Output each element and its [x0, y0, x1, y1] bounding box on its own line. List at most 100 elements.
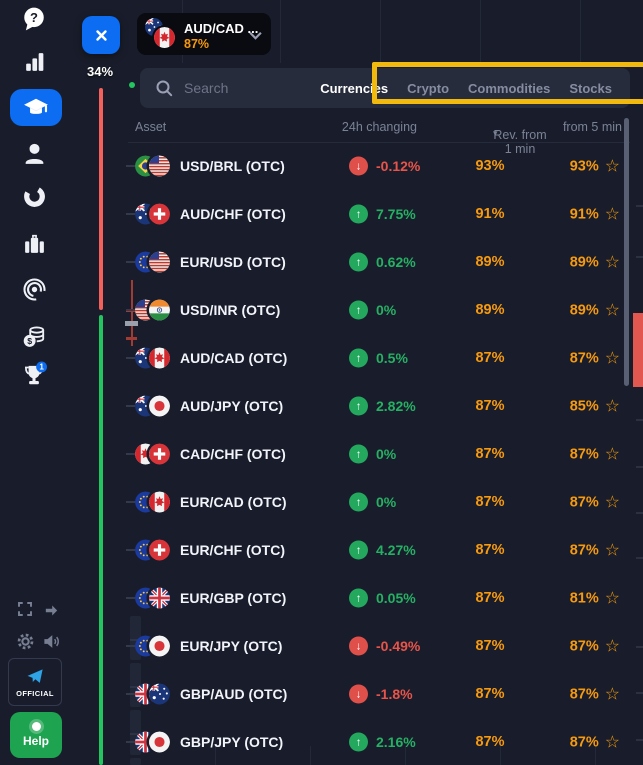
favorite-star-icon[interactable]: ☆ [604, 540, 620, 560]
asset-row[interactable]: AUD/CHF (OTC) ↑ 7.75% 91% 91% ☆ [128, 190, 630, 238]
payout-5min-group: 87% ☆ [570, 734, 620, 751]
flag-cad-icon [154, 27, 175, 48]
official-telegram-button[interactable]: OFFICIAL [8, 658, 62, 706]
tab-commodities[interactable]: Commodities [468, 80, 551, 96]
asset-row[interactable]: EUR/CHF (OTC) ↑ 4.27% 87% 87% ☆ [128, 526, 630, 574]
favorite-star-icon[interactable]: ☆ [604, 252, 620, 272]
sidebar-item-cashback[interactable]: $ [21, 323, 47, 349]
favorite-star-icon[interactable]: ☆ [604, 348, 620, 368]
favorite-star-icon[interactable]: ☆ [604, 732, 620, 752]
help-button[interactable]: Help [10, 712, 62, 758]
favorite-star-icon[interactable]: ☆ [604, 396, 620, 416]
sidebar-item-education[interactable] [10, 89, 62, 126]
payout-5min: 81% [569, 590, 599, 606]
favorite-star-icon[interactable]: ☆ [604, 684, 620, 704]
scrollbar-thumb[interactable] [624, 118, 629, 386]
payout-1min: 89% [475, 302, 505, 318]
sidebar-item-analytics[interactable] [21, 183, 47, 209]
pair-name: USD/BRL (OTC) [180, 158, 285, 174]
chart-marker-dot [129, 82, 135, 88]
grid-line [595, 746, 596, 765]
trend-up-icon: ↑ [349, 732, 368, 752]
gear-icon [17, 633, 33, 649]
asset-row[interactable]: CAD/CHF (OTC) ↑ 0% 87% 87% ☆ [128, 430, 630, 478]
favorite-star-icon[interactable]: ☆ [604, 204, 620, 224]
chart-tick [126, 357, 135, 359]
payout-5min-group: 87% ☆ [570, 542, 620, 559]
change-24h: -0.12% [376, 158, 421, 174]
change-24h: 4.27% [376, 542, 416, 558]
pair-name: GBP/JPY (OTC) [180, 734, 284, 750]
sidebar-item-tournaments[interactable]: 1 [21, 361, 47, 387]
tab-crypto[interactable]: Crypto [407, 80, 450, 96]
asset-row[interactable]: EUR/CAD (OTC) ↑ 0% 87% 87% ☆ [128, 478, 630, 526]
asset-row[interactable]: EUR/JPY (OTC) ↓ -0.49% 87% 87% ☆ [128, 622, 630, 670]
pair-flags [135, 395, 170, 417]
pair-name: EUR/GBP (OTC) [180, 590, 287, 606]
asset-dropdown[interactable]: AUD/CAD ... 87% [137, 13, 271, 55]
sidebar-item-profile[interactable] [21, 140, 47, 166]
payout-1min: 93% [475, 158, 505, 174]
flag-jpy-icon [149, 731, 170, 753]
sentiment-percent-label: 34% [86, 64, 114, 79]
payout-5min: 89% [569, 302, 599, 318]
grid-line [380, 0, 381, 63]
pair-flags [135, 443, 170, 465]
column-asset: Asset [135, 120, 167, 134]
favorite-star-icon[interactable]: ☆ [604, 636, 620, 656]
asset-row[interactable]: GBP/JPY (OTC) ↑ 2.16% 87% 87% ☆ [128, 718, 630, 765]
asset-row[interactable]: USD/BRL (OTC) ↓ -0.12% 93% 93% ☆ [128, 142, 630, 190]
search-input[interactable]: Search [184, 80, 229, 96]
column-24h-changing[interactable]: 24h changing [341, 120, 417, 134]
asset-row[interactable]: EUR/GBP (OTC) ↑ 0.05% 87% 81% ☆ [128, 574, 630, 622]
close-button[interactable] [82, 16, 120, 54]
tab-stocks[interactable]: Stocks [569, 80, 612, 96]
pair-flags [135, 299, 170, 321]
column-rev-5min[interactable]: from 5 min [562, 120, 622, 134]
favorite-star-icon[interactable]: ☆ [604, 492, 620, 512]
fullscreen-button[interactable] [12, 596, 38, 622]
graduation-cap-icon [24, 98, 48, 114]
payout-1min: 87% [475, 398, 505, 414]
favorite-star-icon[interactable]: ☆ [604, 444, 620, 464]
favorite-star-icon[interactable]: ☆ [604, 300, 620, 320]
chart-tick [130, 639, 141, 641]
payout-5min: 87% [569, 734, 599, 750]
change-24h: 0.5% [376, 350, 408, 366]
svg-text:?: ? [30, 9, 38, 24]
pair-flags [135, 587, 170, 609]
chart-candle [130, 616, 141, 660]
payout-5min: 87% [569, 494, 599, 510]
pair-flags [135, 347, 170, 369]
asset-row[interactable]: AUD/JPY (OTC) ↑ 2.82% 87% 85% ☆ [128, 382, 630, 430]
settings-button[interactable] [12, 628, 38, 654]
sidebar-item-portfolio[interactable] [21, 230, 47, 256]
asset-row[interactable]: EUR/USD (OTC) ↑ 0.62% 89% 89% ☆ [128, 238, 630, 286]
change-24h: 2.16% [376, 734, 416, 750]
favorite-star-icon[interactable]: ☆ [604, 156, 620, 176]
sidebar-item-statistics[interactable] [21, 48, 47, 74]
sidebar-item-signals[interactable] [21, 276, 47, 302]
sound-button[interactable] [38, 628, 64, 654]
svg-text:$: $ [27, 336, 32, 346]
search-bar[interactable]: Search Currencies Crypto Commodities Stocks [140, 68, 630, 108]
sidebar-item-help[interactable]: ? [21, 5, 47, 31]
chart-tick [130, 686, 141, 688]
payout-5min-group: 87% ☆ [570, 350, 620, 367]
payout-1min: 89% [475, 254, 505, 270]
favorite-star-icon[interactable]: ☆ [604, 588, 620, 608]
trend-up-icon: ↑ [349, 300, 368, 320]
asset-dropdown-payout: 87% [184, 37, 210, 51]
detach-button[interactable] [38, 597, 64, 623]
chevron-down-icon [249, 27, 262, 45]
asset-row[interactable]: USD/INR (OTC) ↑ 0% 89% 89% ☆ [128, 286, 630, 334]
help-button-label: Help [22, 734, 49, 748]
asset-row[interactable]: AUD/CAD (OTC) ↑ 0.5% 87% 87% ☆ [128, 334, 630, 382]
asset-row[interactable]: GBP/AUD (OTC) ↓ -1.8% 87% 87% ☆ [128, 670, 630, 718]
tab-currencies[interactable]: Currencies [320, 80, 389, 96]
chart-tick [126, 453, 135, 455]
chart-tick [636, 646, 643, 648]
asset-dropdown-flags-icon [145, 18, 179, 50]
briefcase-icon [24, 234, 44, 253]
